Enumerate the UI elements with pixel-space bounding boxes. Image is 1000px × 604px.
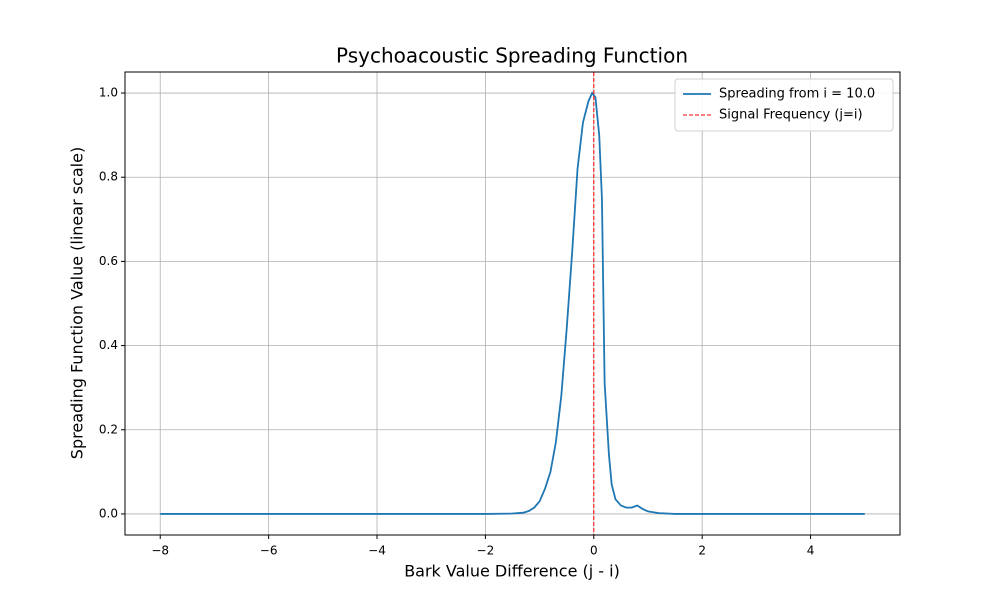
x-axis-label: Bark Value Difference (j - i): [404, 562, 620, 581]
line: [160, 91, 865, 515]
x-tick-label: −2: [477, 544, 495, 558]
y-tick-label: 1.0: [99, 86, 118, 100]
legend-box: [674, 78, 894, 132]
x-tick-label: −8: [151, 544, 169, 558]
axes-frame: [124, 71, 901, 536]
x-tick-label: −6: [260, 544, 278, 558]
x-tick-label: −4: [368, 544, 386, 558]
y-tick-label: 0.4: [99, 338, 118, 352]
chart-title: Psychoacoustic Spreading Function: [336, 44, 688, 68]
y-axis-label: Spreading Function Value (linear scale): [68, 147, 87, 459]
x-tick-label: 2: [698, 544, 706, 558]
legend-label: Signal Frequency (j=i): [719, 108, 863, 123]
x-tick-label: 4: [807, 544, 815, 558]
y-tick-label: 0.8: [99, 170, 118, 184]
y-tick-label: 0.6: [99, 254, 118, 268]
x-tick-label: 0: [590, 544, 598, 558]
y-tick-label: 0.2: [99, 422, 118, 436]
y-tick-label: 0.0: [99, 506, 118, 520]
legend-label: Spreading from i = 10.0: [719, 87, 875, 102]
